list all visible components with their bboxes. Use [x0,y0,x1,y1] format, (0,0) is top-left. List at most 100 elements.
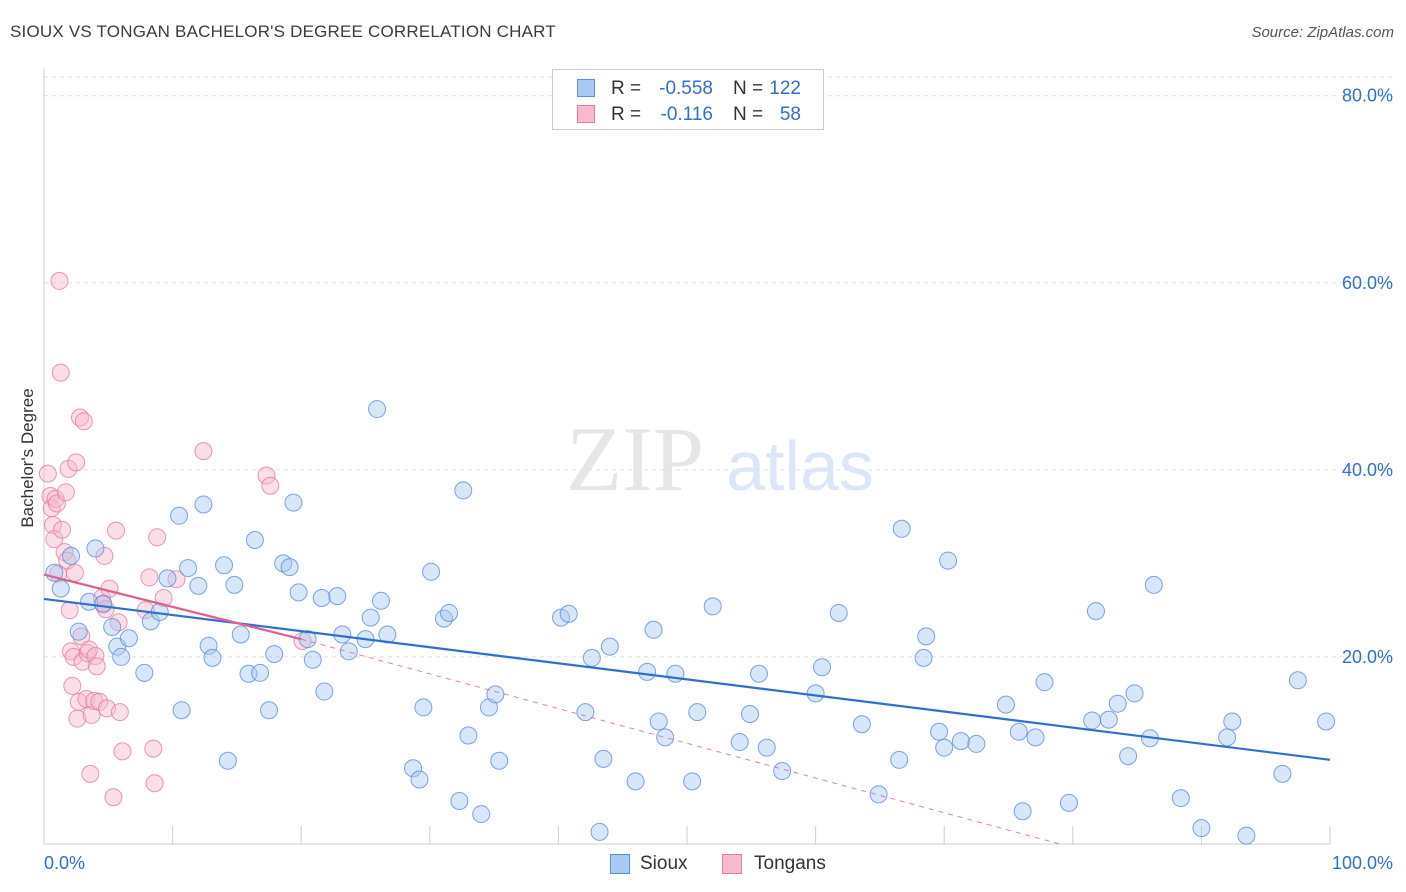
sioux-point [829,603,848,622]
sioux-point [404,759,423,778]
sioux-point [361,608,380,627]
sioux-point [644,620,663,639]
tongans-point [80,640,99,659]
sioux-legend-label: Sioux [640,853,688,874]
tongans-point [257,466,276,485]
sioux-point [806,684,825,703]
sioux-point [590,822,609,841]
tongans-point [81,764,100,783]
sioux-point [638,662,657,681]
sioux-point [1083,711,1102,730]
sioux-point [1035,673,1054,692]
sioux-point [225,575,244,594]
sioux-point [892,519,911,538]
sioux-point [459,726,478,745]
sioux-point [773,762,792,781]
sioux-point [1013,802,1032,821]
watermark-zip: ZIP [566,408,704,510]
sioux-point [284,493,303,512]
tongans-point [59,459,78,478]
sioux-point [576,703,595,722]
sioux-point [935,738,954,757]
sioux-swatch [577,79,595,97]
sioux-r-value: -0.558 [659,78,713,99]
sioux-point [914,648,933,667]
tongans-r-label: R = [611,104,642,125]
tongans-point [194,442,213,461]
sioux-point [1099,710,1118,729]
sioux-point [62,546,81,565]
sioux-point [280,558,299,577]
sioux-point [199,636,218,655]
tongans-point [140,568,159,587]
sioux-point [472,805,491,824]
sioux-point [1273,764,1292,783]
sioux-point [930,722,949,741]
sioux-point [289,583,308,602]
tongans-trend-extension [301,638,1061,845]
tongans-point [144,739,163,758]
sioux-point [194,495,213,514]
sioux-point [315,682,334,701]
sioux-point [813,658,832,677]
tongans-point [145,774,164,793]
sioux-point [179,559,198,578]
sioux-point [730,733,749,752]
tongans-point [44,516,63,535]
sioux-point [1144,575,1163,594]
sioux-point [1125,684,1144,703]
sioux-point [1171,789,1190,808]
sioux-point [368,400,387,419]
sioux-point [422,562,441,581]
sioux-point [1009,722,1028,741]
sioux-point [1223,712,1242,731]
tongans-legend-swatch [722,854,742,874]
sioux-point [189,576,208,595]
sioux-point [1026,728,1045,747]
sioux-point [750,664,769,683]
sioux-point [600,637,619,656]
source-label: Source: ZipAtlas.com [1251,24,1394,41]
sioux-point [757,738,776,757]
sioux-point [1288,671,1307,690]
sioux-point [683,772,702,791]
tongans-point [154,588,173,607]
tongans-point [113,742,132,761]
sioux-point [172,701,191,720]
sioux-point [582,648,601,667]
sioux-point [303,650,322,669]
sioux-point [440,603,459,622]
tongans-point [60,601,79,620]
sioux-point [559,604,578,623]
sioux-point [1237,826,1256,845]
tongans-point [64,647,83,666]
sioux-point [890,750,909,769]
x-tick-label-max: 100.0% [1332,853,1393,873]
sioux-series [45,400,1336,845]
y-tick-label: 20.0% [1342,647,1393,667]
y-tick-label: 40.0% [1342,460,1393,480]
sioux-point [215,556,234,575]
sioux-point [1218,728,1237,747]
sioux-point [328,587,347,606]
sioux-point [1086,602,1105,621]
sioux-point [203,648,222,667]
tongans-point [109,613,128,632]
sioux-point [434,609,453,628]
sioux-point [594,749,613,768]
tongans-swatch [577,105,595,123]
tongans-point [261,476,280,495]
tongans-trend-line [43,573,302,641]
tongans-legend-label: Tongans [754,853,826,874]
y-tick-label: 60.0% [1342,273,1393,293]
sioux-legend-swatch [610,854,630,874]
tongans-point [53,520,72,539]
tongans-point [95,546,114,565]
sioux-trend-line [43,597,1331,761]
sioux-point [251,663,270,682]
sioux-point [454,481,473,500]
sioux-point [135,663,154,682]
grid-lines [44,76,1392,658]
sioux-point [218,751,237,770]
sioux-point [339,642,358,661]
